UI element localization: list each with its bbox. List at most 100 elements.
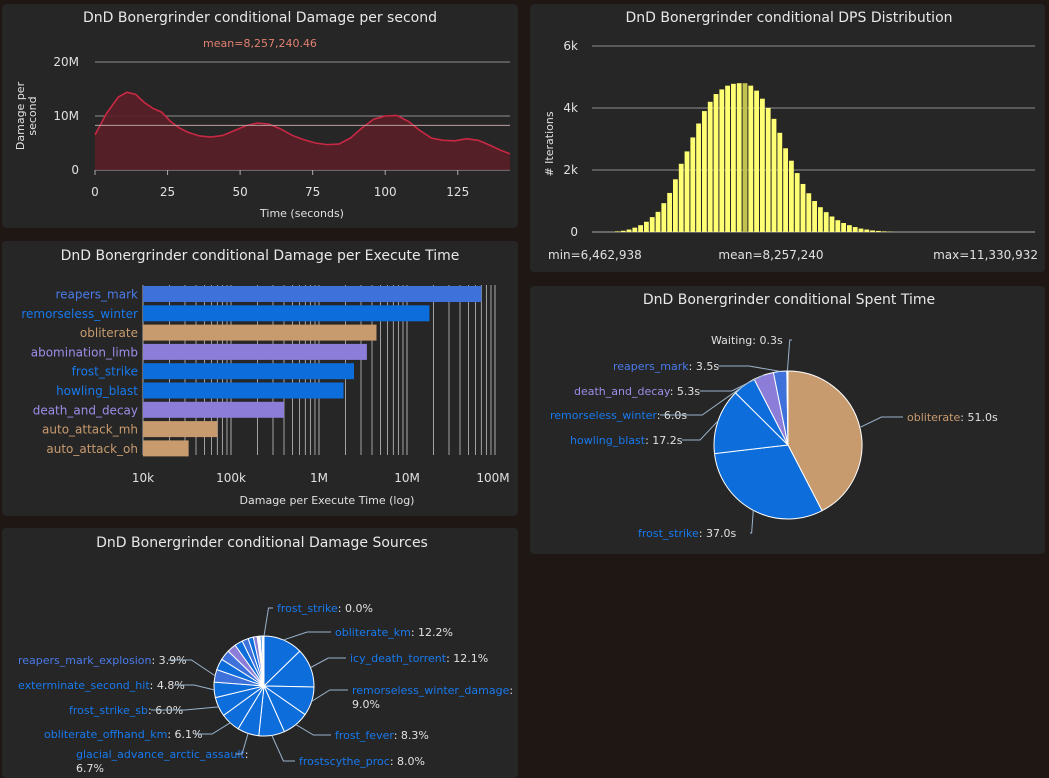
histogram-bar — [830, 217, 835, 233]
slice-value: : 8.0% — [390, 755, 425, 768]
slice-name: remorseless_winter_damage — [352, 684, 510, 697]
slice-value: : 12.1% — [446, 652, 488, 665]
slice-label-frost_strike: frost_strike: 37.0s — [638, 527, 736, 540]
histogram-bar — [748, 86, 753, 232]
leader-line — [312, 690, 348, 701]
histogram-bar — [859, 229, 864, 232]
slice-label-exterminate_second_hit: exterminate_second_hit: 4.8% — [18, 679, 185, 692]
histogram-bar — [760, 99, 765, 232]
histogram-bar — [824, 212, 829, 232]
slice-name: Waiting — [711, 334, 752, 347]
slice-name: frost_strike — [638, 527, 699, 540]
histogram-bar — [841, 223, 846, 232]
histogram-bar — [627, 230, 632, 232]
y-tick-label: 2k — [563, 163, 578, 177]
leader-line — [718, 366, 780, 371]
slice-value: : 8.3% — [394, 729, 429, 742]
slice-name: exterminate_second_hit — [18, 679, 150, 692]
mean-label: mean=8,257,240.46 — [203, 37, 317, 50]
slice-label-obliterate_offhand_km: obliterate_offhand_km: 6.1% — [44, 728, 202, 741]
category-label: remorseless_winter — [21, 307, 138, 321]
slice-name: obliterate — [907, 411, 960, 424]
histogram-bar — [754, 91, 759, 232]
slice-name: obliterate_km — [335, 626, 411, 639]
histogram-bar — [644, 222, 649, 232]
slice-value: : 0.0% — [338, 602, 373, 615]
slice-name: frost_strike — [277, 602, 338, 615]
histogram-bar — [789, 161, 794, 232]
histogram-bar — [853, 227, 858, 232]
x-tick-label: 100k — [216, 471, 246, 485]
category-label: auto_attack_oh — [46, 442, 138, 456]
slice-label-frost_strike: frost_strike: 0.0% — [277, 602, 373, 615]
slice-label-frost_fever: frost_fever: 8.3% — [335, 729, 429, 742]
histogram-bar — [818, 207, 823, 232]
slice-value: : 5.3s — [670, 385, 701, 398]
chart-title: DnD Bonergrinder conditional Damage per … — [61, 248, 460, 264]
histogram-bar — [702, 111, 707, 232]
slice-name: obliterate_offhand_km — [44, 728, 167, 741]
slice-value: : 37.0s — [699, 527, 737, 540]
leader-line — [272, 735, 295, 761]
damage-sources-chart: DnD Bonergrinder conditional Damage Sour… — [2, 528, 518, 778]
leader-line — [750, 510, 753, 533]
leader-line — [860, 417, 903, 427]
slice-label-obliterate: obliterate: 51.0s — [907, 411, 998, 424]
slice-label-obliterate_km: obliterate_km: 12.2% — [335, 626, 453, 639]
histogram-bar — [772, 119, 777, 232]
y-tick-label: 10M — [53, 109, 79, 123]
histogram-bar — [667, 193, 672, 232]
histogram-bar — [673, 179, 678, 232]
x-axis-label: Time (seconds) — [259, 207, 344, 220]
slice-value: : 0.3s — [752, 334, 783, 347]
x-tick-label: 100M — [476, 471, 509, 485]
slice-label-Waiting: Waiting: 0.3s — [711, 334, 783, 347]
slice-name: frost_fever — [335, 729, 394, 742]
histogram-bar — [621, 231, 626, 232]
category-label: abomination_limb — [31, 345, 138, 359]
y-tick-label: 0 — [71, 163, 79, 177]
slice-label-frostscythe_proc: frostscythe_proc: 8.0% — [299, 755, 425, 768]
y-tick-label: 20M — [53, 55, 79, 69]
histogram-bar — [731, 84, 736, 232]
leader-line — [311, 658, 346, 668]
slice-value: : — [509, 684, 513, 697]
dps-distribution-chart: DnD Bonergrinder conditional DPS Distrib… — [530, 4, 1045, 272]
histogram-bar — [719, 89, 724, 232]
bar-abomination_limb — [143, 344, 367, 360]
histogram-bar — [650, 217, 655, 232]
slice-name: death_and_decay — [574, 385, 671, 398]
slice-value: : 51.0s — [960, 411, 998, 424]
execute-time-chart: DnD Bonergrinder conditional Damage per … — [2, 241, 518, 516]
slice-name: glacial_advance_arctic_assault — [76, 748, 245, 761]
y-axis-label: second — [26, 96, 39, 135]
slice-value: : — [245, 748, 249, 761]
slice-name: frostscythe_proc — [299, 755, 390, 768]
histogram-bar — [847, 225, 852, 232]
histogram-bar — [812, 201, 817, 232]
slice-name: remorseless_winter — [550, 409, 657, 422]
x-tick-label: 1M — [310, 471, 328, 485]
leader-line — [296, 725, 331, 735]
category-label: auto_attack_mh — [42, 423, 138, 437]
histogram-bar — [795, 173, 800, 232]
histogram-bar — [661, 203, 666, 232]
category-label: frost_strike — [72, 365, 138, 379]
histogram-bar — [632, 228, 637, 232]
y-tick-label: 6k — [563, 39, 578, 53]
execute-time-panel: DnD Bonergrinder conditional Damage per … — [2, 241, 518, 516]
dps-distribution-panel: DnD Bonergrinder conditional DPS Distrib… — [530, 4, 1045, 272]
bar-remorseless_winter — [143, 305, 429, 321]
histogram-bar — [685, 151, 690, 232]
histogram-bar — [835, 220, 840, 232]
histogram-bar — [708, 102, 713, 232]
histogram-bar — [725, 86, 730, 232]
bar-howling_blast — [143, 383, 344, 399]
histogram-bar — [806, 193, 811, 232]
dps-timeline-chart: DnD Bonergrinder conditional Damage per … — [2, 4, 518, 228]
slice-label-reapers_mark_explosion: reapers_mark_explosion: 3.9% — [18, 654, 187, 667]
slice-label-reapers_mark: reapers_mark: 3.5s — [613, 360, 719, 373]
slice-value-wrap: 6.7% — [76, 762, 104, 775]
slice-label-death_and_decay: death_and_decay: 5.3s — [574, 385, 700, 398]
histogram-bar — [882, 231, 887, 232]
